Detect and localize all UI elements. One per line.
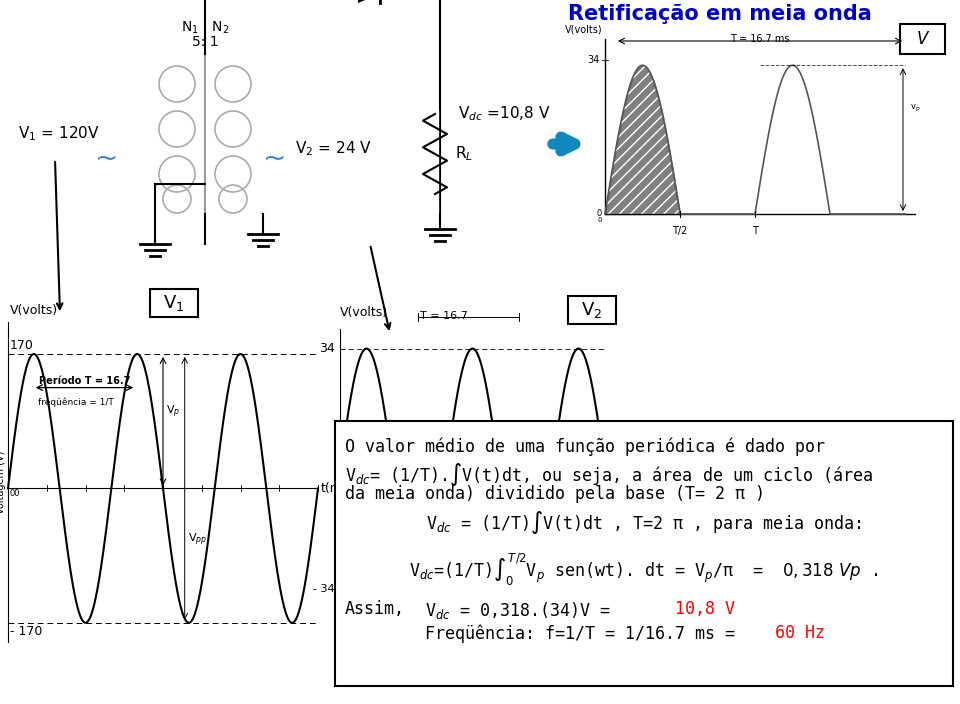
Text: V(volts): V(volts) [340, 306, 388, 319]
Text: V$_2$ = 24 V: V$_2$ = 24 V [295, 139, 372, 158]
Text: T/2: T/2 [672, 226, 687, 236]
Text: V$_2$: V$_2$ [582, 300, 603, 320]
Text: da meia onda) dividido pela base (T= 2 π ): da meia onda) dividido pela base (T= 2 π… [345, 485, 765, 503]
Text: V$_1$ = 120V: V$_1$ = 120V [18, 125, 100, 144]
Text: V$_1$: V$_1$ [163, 293, 184, 313]
Text: ~: ~ [95, 145, 119, 173]
Text: 0: 0 [597, 210, 602, 218]
Bar [335, 421, 953, 686]
Text: t(ms): t(ms) [608, 463, 641, 475]
Text: Período T = 16.7: Período T = 16.7 [38, 376, 131, 386]
Text: R$_L$: R$_L$ [455, 144, 473, 163]
Text: Voltagem (V): Voltagem (V) [0, 451, 6, 514]
Text: T = 16.7: T = 16.7 [420, 311, 468, 321]
Polygon shape [358, 0, 380, 3]
Text: 0: 0 [342, 470, 348, 479]
Text: t(ms): t(ms) [321, 482, 354, 495]
Text: V$_{dc}$=(1/T)$\int_0^{T/2}$V$_p$ sen(wt). dt = V$_p$/π  =  $\mathit{0,318\ Vp}$: V$_{dc}$=(1/T)$\int_0^{T/2}$V$_p$ sen(wt… [409, 552, 878, 589]
Text: T = 16.7 ms: T = 16.7 ms [731, 34, 790, 44]
Text: V$_p$: V$_p$ [166, 404, 180, 420]
Text: 0: 0 [597, 217, 602, 223]
Bar [900, 24, 945, 54]
Text: V(volts): V(volts) [565, 24, 603, 34]
Text: V$_{pp}$: V$_{pp}$ [188, 532, 207, 548]
Text: ~: ~ [263, 145, 287, 173]
Text: 170: 170 [10, 339, 34, 352]
Text: 0: 0 [342, 478, 347, 484]
Text: 00: 00 [10, 489, 20, 498]
Text: 10,8 V: 10,8 V [675, 601, 735, 618]
Text: T: T [752, 226, 758, 236]
Text: v$_p$: v$_p$ [910, 103, 921, 114]
Text: V$_{dc}$ = 0,318.(34)V =: V$_{dc}$ = 0,318.(34)V = [425, 601, 612, 621]
Text: 60 Hz: 60 Hz [775, 624, 825, 642]
Text: 5: 1: 5: 1 [192, 35, 218, 49]
Text: O valor médio de uma função periódica é dado por: O valor médio de uma função periódica é … [345, 437, 825, 455]
Text: V(volts): V(volts) [10, 304, 59, 317]
Text: 34: 34 [320, 342, 335, 355]
Text: - 34: - 34 [313, 584, 335, 594]
Text: V$_{dc}$ =10,8 V: V$_{dc}$ =10,8 V [458, 105, 550, 123]
Text: V: V [916, 30, 927, 48]
Text: - 170: - 170 [10, 625, 42, 638]
Text: v$_m$: v$_m$ [499, 446, 513, 458]
Text: 34: 34 [588, 55, 600, 65]
Bar [568, 296, 616, 324]
Text: V$_{dc}$= (1/T).∫V(t)dt, ou seja, a área de um ciclo (área: V$_{dc}$= (1/T).∫V(t)dt, ou seja, a área… [345, 461, 873, 488]
Bar [150, 289, 198, 317]
Text: Assim,: Assim, [345, 601, 405, 618]
Text: v$_{pp}$: v$_{pp}$ [499, 503, 516, 516]
Text: Retificação em meia onda: Retificação em meia onda [568, 4, 872, 24]
Text: V$_{dc}$ = (1/T)∫V(t)dt , T=2 π , para meia onda:: V$_{dc}$ = (1/T)∫V(t)dt , T=2 π , para m… [426, 509, 861, 536]
Text: freqüência = 1/T: freqüência = 1/T [37, 398, 113, 407]
Text: N$_1$ : N$_2$: N$_1$ : N$_2$ [180, 20, 229, 36]
Text: Freqüência: f=1/T = 1/16.7 ms =: Freqüência: f=1/T = 1/16.7 ms = [425, 624, 745, 643]
